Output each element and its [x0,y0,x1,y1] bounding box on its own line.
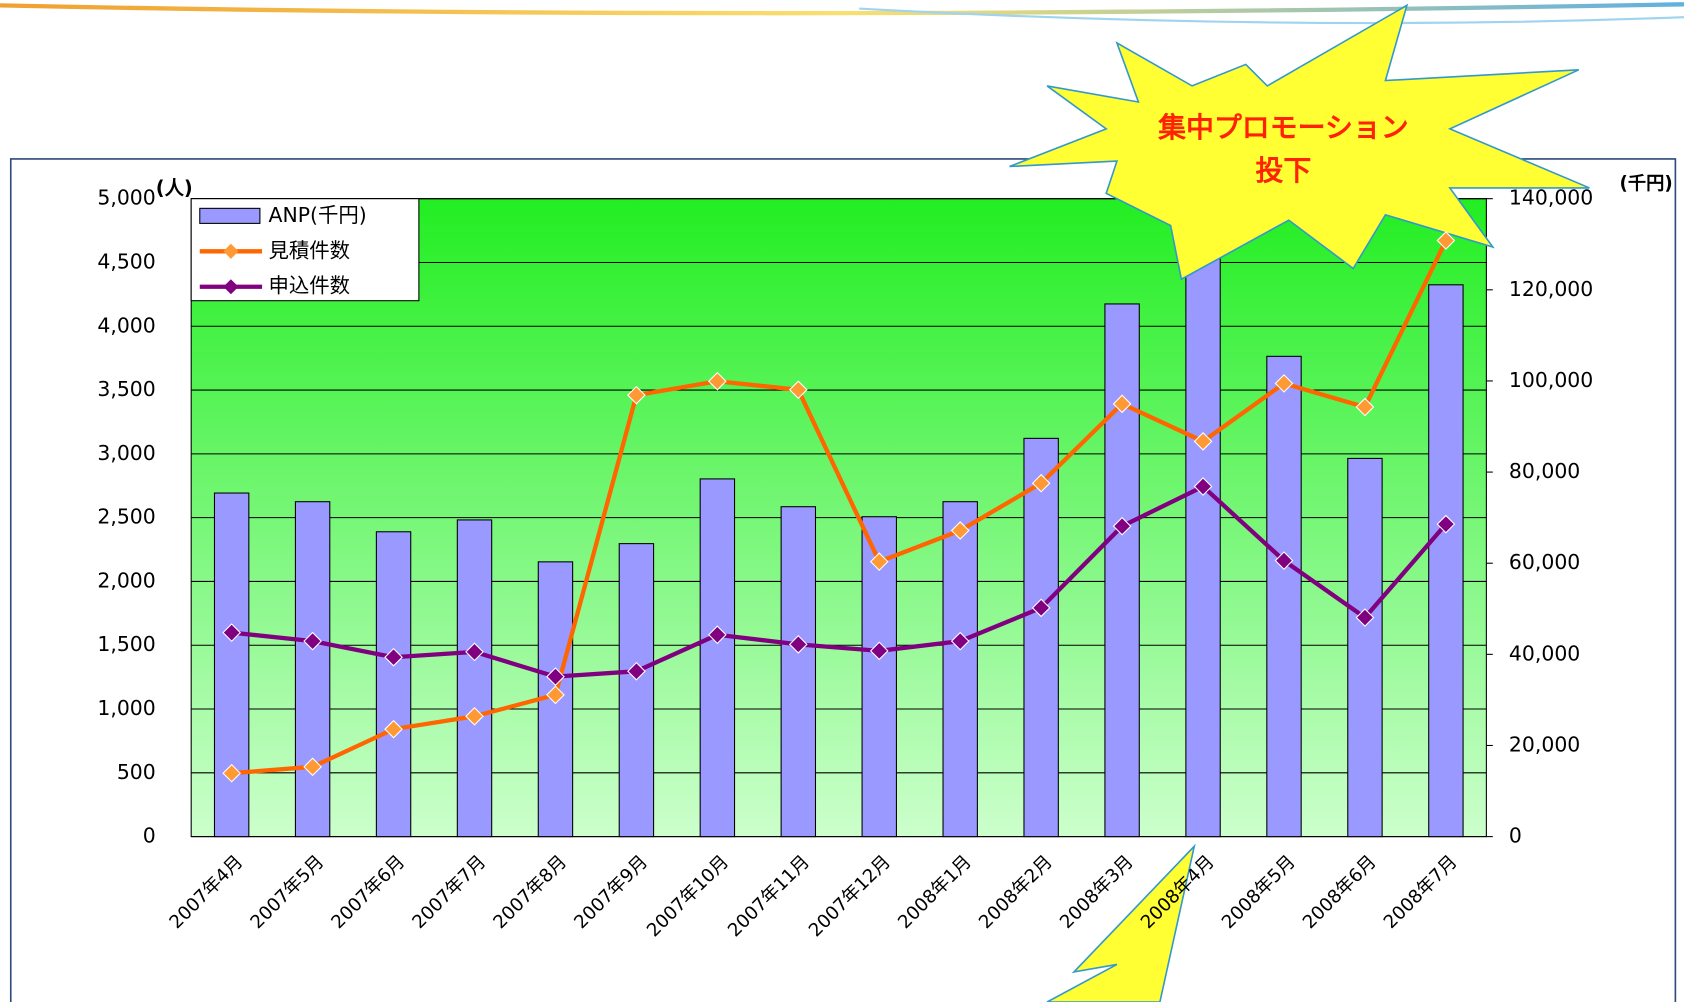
y2-tick-label: 100,000 [1509,368,1593,392]
legend-label: 申込件数 [269,274,351,298]
point [465,706,484,726]
point [303,631,322,651]
point [1112,394,1132,414]
decoration [0,2,1684,16]
bar [942,501,978,838]
point [546,685,565,705]
y-tick-label: 1,500 [97,632,155,656]
point [222,623,242,642]
bar [294,501,331,838]
legend-label: ANP(千円) [269,203,367,227]
y-axis-label: (人) [156,177,193,200]
bar [456,519,493,838]
bar [1023,437,1059,838]
point [627,661,646,681]
annotation: 投下 [1255,154,1311,187]
bar [780,506,817,838]
y2-tick-label: 60,000 [1509,550,1580,574]
decoration [859,7,1684,25]
point [1274,374,1294,393]
bar [699,478,736,838]
point [1193,477,1213,496]
point [303,757,322,777]
point [1274,551,1294,570]
point [384,647,403,667]
point [1355,397,1375,417]
point [1193,431,1213,451]
bar [1347,457,1383,838]
y-tick-label: 3,000 [97,441,155,465]
line [231,483,1448,679]
y2-tick-label: 40,000 [1509,641,1580,665]
point [1112,516,1132,536]
y-tick-label: 2,500 [97,505,155,529]
annotation: 集中プロモーション [1157,111,1409,144]
point [1436,231,1456,250]
point [869,641,889,661]
point [1031,598,1051,618]
y2-axis-label: (千円) [1620,174,1673,195]
point [1436,514,1456,534]
line [231,239,1448,776]
y-tick-label: 500 [117,760,156,784]
point [546,667,565,686]
y2-tick-label: 80,000 [1509,459,1580,483]
legend-label: 見積件数 [269,238,351,262]
y-tick-label: 1,000 [97,696,155,720]
y-tick-label: 3,500 [97,377,155,401]
point [1355,608,1375,627]
y-tick-label: 4,000 [97,313,155,337]
starburst [1009,3,1590,281]
point [869,552,889,572]
point [950,631,970,651]
point [788,634,808,654]
y-tick-label: 2,000 [97,568,155,592]
bar [375,531,412,838]
point [384,719,403,739]
bar [618,543,655,838]
bar [1428,284,1464,838]
y-tick-label: 5,000 [97,186,155,210]
y2-tick-label: 0 [1509,824,1522,848]
callout-pointer [1046,843,1196,1003]
legend-swatch [199,207,261,224]
y-tick-label: 0 [143,824,156,848]
y2-tick-label: 120,000 [1509,277,1593,301]
point [788,380,808,400]
point [708,625,727,645]
point [1031,473,1051,493]
point [950,521,970,540]
y2-tick-label: 140,000 [1509,186,1593,210]
layer [191,198,1487,838]
point [222,763,242,783]
bar [1104,303,1140,838]
point [708,371,727,391]
y-tick-label: 4,500 [97,249,155,273]
y2-tick-label: 20,000 [1509,732,1580,756]
point [627,385,646,405]
bar [213,492,250,838]
point [465,642,484,662]
bar [1185,254,1221,838]
bar [1266,355,1302,838]
